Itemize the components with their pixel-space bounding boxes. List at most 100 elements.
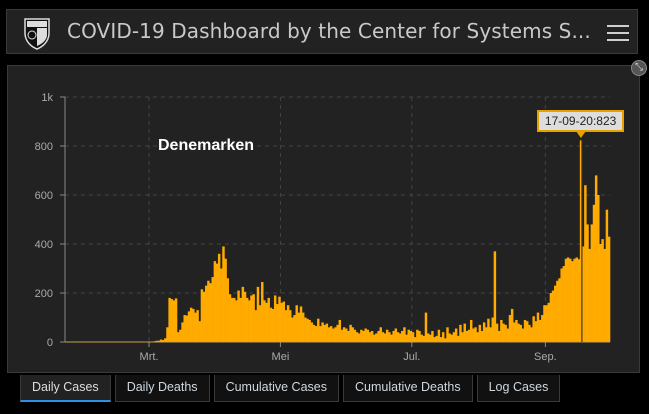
bar: [239, 297, 242, 342]
bar: [293, 315, 296, 342]
bar: [306, 318, 309, 342]
bar: [286, 305, 290, 342]
bar: [155, 340, 158, 342]
bar: [491, 317, 494, 342]
bar: [467, 329, 471, 342]
chart-tabs: Daily Cases Daily Deaths Cumulative Case…: [20, 375, 561, 402]
bar: [409, 330, 413, 342]
bar: [200, 289, 204, 342]
bar: [420, 334, 423, 342]
bar: [575, 257, 578, 342]
bar: [444, 338, 447, 342]
bar: [379, 327, 382, 342]
bar: [228, 294, 232, 342]
tab-log-cases[interactable]: Log Cases: [476, 375, 561, 402]
bar: [280, 302, 283, 342]
bar: [478, 324, 482, 342]
x-tick-label: Mei: [272, 351, 290, 363]
bar: [230, 297, 234, 342]
bar: [370, 330, 374, 342]
bar: [566, 257, 570, 342]
bar: [560, 268, 563, 342]
bar: [157, 340, 161, 342]
bar: [250, 295, 253, 342]
bar: [433, 337, 436, 342]
bar: [355, 332, 359, 342]
y-tick-label: 0: [47, 337, 53, 349]
bar: [532, 316, 535, 342]
bar: [263, 300, 266, 342]
bar: [179, 329, 182, 342]
bar: [297, 312, 301, 342]
bar: [291, 317, 294, 342]
bar: [607, 236, 611, 342]
bar: [215, 263, 219, 342]
bar: [276, 304, 279, 342]
bar: [506, 328, 510, 342]
bar: [338, 319, 342, 342]
bar: [482, 322, 486, 342]
bar: [502, 323, 505, 342]
bar: [437, 329, 441, 342]
bar: [579, 140, 583, 342]
bar: [392, 330, 395, 342]
bar: [254, 310, 258, 342]
bar: [278, 296, 281, 342]
bar: [485, 327, 488, 342]
bar: [224, 258, 227, 342]
bar: [329, 326, 333, 342]
bar: [353, 329, 357, 342]
bar: [381, 332, 385, 342]
tab-cumulative-cases[interactable]: Cumulative Cases: [213, 375, 339, 402]
bar: [375, 333, 378, 342]
bar: [342, 327, 346, 342]
bar: [327, 327, 331, 342]
bar: [289, 310, 292, 342]
bar: [461, 332, 464, 342]
bar: [198, 321, 202, 342]
tab-cumulative-deaths[interactable]: Cumulative Deaths: [343, 375, 473, 402]
bar: [241, 286, 245, 342]
bar: [439, 337, 443, 342]
bar: [541, 315, 544, 342]
bar: [495, 323, 499, 342]
hamburger-menu-icon[interactable]: [607, 21, 629, 41]
bar: [362, 330, 365, 342]
bar: [385, 329, 389, 342]
bar: [510, 308, 514, 342]
bar: [377, 330, 380, 342]
bar: [185, 315, 189, 342]
bar: [345, 328, 348, 342]
dashboard-title: COVID-19 Dashboard by the Center for Sys…: [67, 19, 591, 43]
bar: [394, 328, 398, 342]
bar: [504, 324, 507, 342]
bar: [454, 328, 458, 342]
bar: [366, 329, 370, 342]
y-tick-label: 200: [35, 288, 53, 300]
app-header: COVID-19 Dashboard by the Center for Sys…: [6, 9, 638, 54]
bar: [357, 333, 361, 342]
bar: [299, 306, 303, 342]
bar: [351, 327, 354, 342]
bar: [463, 323, 466, 342]
bar: [314, 326, 318, 342]
bar: [360, 329, 363, 342]
university-shield-logo: [24, 18, 50, 50]
bar: [325, 323, 329, 342]
bar: [401, 330, 404, 342]
bar: [588, 248, 591, 342]
tab-daily-cases[interactable]: Daily Cases: [20, 375, 111, 402]
bar: [265, 302, 268, 342]
collapse-expand-icon[interactable]: ⤡: [631, 60, 647, 76]
bar: [411, 332, 415, 342]
bar: [237, 290, 240, 342]
bar: [538, 319, 542, 342]
bar: [383, 333, 387, 342]
bar: [187, 311, 191, 342]
bar: [592, 204, 596, 342]
bar: [465, 330, 469, 342]
bar: [413, 337, 417, 342]
tab-daily-deaths[interactable]: Daily Deaths: [114, 375, 210, 402]
y-tick-label: 600: [35, 190, 53, 202]
